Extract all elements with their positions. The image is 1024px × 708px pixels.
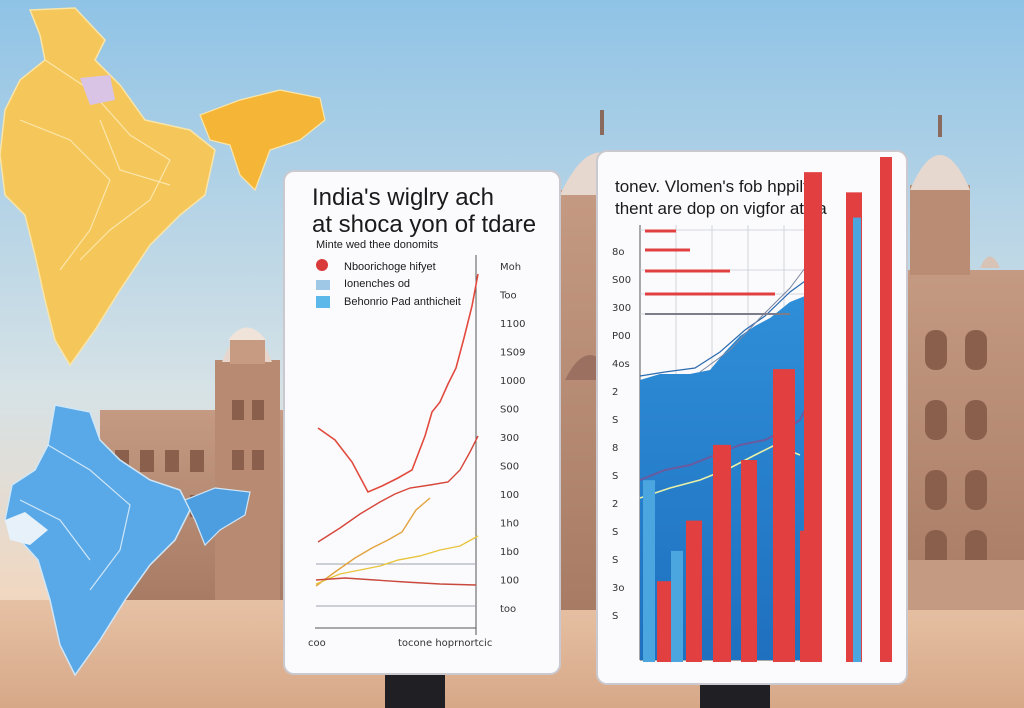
- chart-bar: [713, 444, 731, 662]
- left-axis-label: Moh: [500, 262, 521, 273]
- right-board-title-line1: tonev. Vlomen's fob hppilt,: [615, 177, 813, 196]
- left-x-label-right: tocone hoprnortcic: [398, 638, 492, 649]
- legend-marker-red: [316, 259, 328, 271]
- left-series-red-1: [317, 273, 479, 494]
- left-axis-label: S00: [500, 462, 519, 473]
- chart-bar: [741, 460, 757, 662]
- right-axis-label: 8o: [612, 247, 624, 258]
- right-axis-label: 4os: [612, 359, 630, 370]
- right-palace: [905, 115, 1024, 610]
- right-axis-label: S: [612, 611, 618, 622]
- left-axis-labels: Moh Too 1100 1S09 1000 S00 300 S00 100 1h0 1b0 100 t…: [499, 262, 525, 615]
- yellow-india-map: [0, 7, 326, 367]
- person-left-legs: [385, 672, 445, 708]
- left-axis-label: S00: [500, 405, 519, 416]
- left-axis-label: 1b0: [500, 547, 519, 558]
- left-axis-label: Too: [499, 291, 517, 302]
- left-series-orange: [315, 497, 431, 587]
- left-axis-label: 300: [500, 433, 519, 444]
- right-axis-label: 3o: [612, 583, 624, 594]
- left-chart-gridlines: [316, 563, 476, 607]
- right-axis-label: 8: [612, 443, 618, 454]
- chart-bar: [686, 520, 702, 662]
- right-red-markers: [645, 229, 775, 296]
- right-chart-board: tonev. Vlomen's fob hppilt, thent are do…: [596, 150, 908, 685]
- left-axis-label: 1100: [500, 319, 525, 330]
- legend-label-2: Ionenches od: [344, 278, 410, 290]
- legend-marker-blue: [316, 296, 330, 308]
- chart-bar: [880, 157, 892, 662]
- chart-bar: [853, 217, 861, 662]
- chart-bar: [804, 172, 822, 662]
- right-bars: [643, 157, 892, 662]
- left-board-title-line2: at shoca yon of tdare: [312, 211, 536, 238]
- legend-label-3: Behonrio Pad anthicheit: [344, 296, 461, 308]
- right-axis-labels: 8o S00 300 P00 4os 2 S 8 S 2 S S 3o S: [612, 247, 631, 622]
- left-axis-label: too: [500, 604, 516, 615]
- legend-marker-lightblue: [316, 280, 330, 290]
- left-axis-label: 100: [500, 490, 519, 501]
- right-axis-label: S: [612, 415, 618, 426]
- left-chart-board: India's wiglry ach at shoca yon of tdare…: [283, 170, 561, 675]
- left-axis-label: 100: [500, 576, 519, 587]
- left-board-title-line1: India's wiglry ach: [312, 184, 494, 211]
- right-board-title-line2: thent are dop on vigfor atiha: [615, 199, 827, 218]
- left-series-red-flat: [315, 577, 477, 586]
- right-axis-label: 300: [612, 303, 631, 314]
- right-axis-label: S: [612, 555, 618, 566]
- left-series-red-2: [317, 435, 479, 543]
- right-axis-label: 2: [612, 387, 618, 398]
- left-axis-label: 1000: [500, 376, 525, 387]
- chart-bar: [643, 480, 655, 662]
- left-x-label-left: coo: [308, 638, 326, 649]
- blue-india-map: [4, 404, 251, 677]
- left-axis-label: 1h0: [500, 519, 519, 530]
- right-axis-label: S: [612, 527, 618, 538]
- left-board-subtitle: Minte wed thee donomits: [316, 239, 439, 251]
- right-axis-label: P00: [612, 331, 631, 342]
- chart-bar: [657, 581, 671, 662]
- right-axis-label: 2: [612, 499, 618, 510]
- right-axis-label: S: [612, 471, 618, 482]
- chart-bar: [773, 369, 795, 662]
- left-axis-label: 1S09: [500, 348, 525, 359]
- chart-bar: [671, 550, 683, 662]
- left-series-yellow: [315, 535, 479, 585]
- legend-label-1: Nboorichoge hifyet: [344, 261, 436, 273]
- right-axis-label: S00: [612, 275, 631, 286]
